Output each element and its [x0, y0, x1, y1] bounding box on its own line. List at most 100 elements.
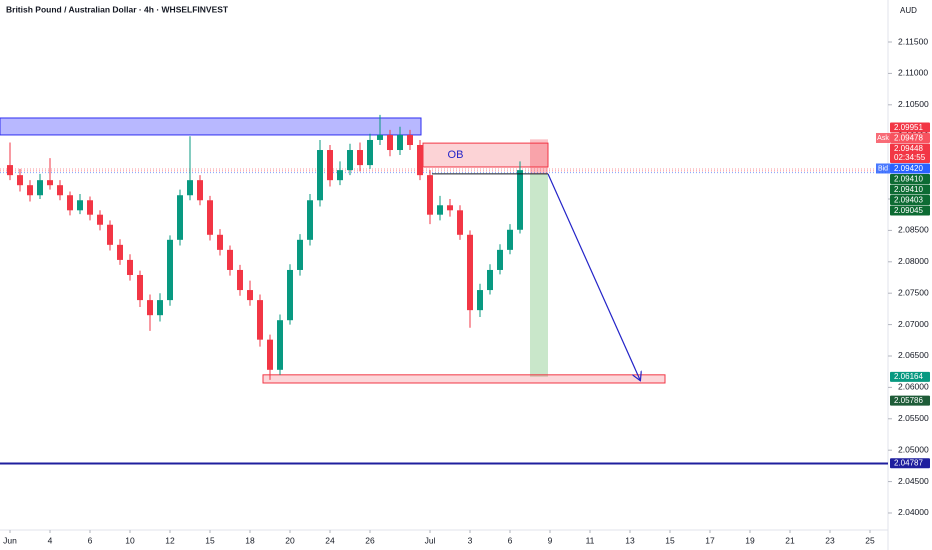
zone [422, 142, 549, 168]
candle-body [287, 269, 293, 321]
candle-body [97, 214, 103, 225]
zone [530, 139, 548, 174]
candle-body [17, 175, 23, 186]
candle-body [147, 300, 153, 316]
candle-body [227, 249, 233, 270]
price-badge [890, 143, 930, 163]
price-badge-label: 2.09478 [894, 133, 923, 142]
candle-body [57, 185, 63, 196]
candle-body [357, 150, 363, 166]
price-badge [890, 122, 930, 133]
price-badge-label: 2.09410 [894, 174, 923, 183]
price-badge-label: 2.09951 [894, 123, 923, 132]
candle-body [427, 175, 433, 215]
y-tick-label: 2.06500 [898, 350, 929, 360]
price-badge-label: 2.09045 [894, 206, 923, 215]
y-tick-label: 2.05000 [898, 444, 929, 454]
x-tick-label: 4 [48, 535, 53, 545]
candle-body [7, 165, 13, 176]
candle-body [517, 170, 523, 230]
y-tick-label: 2.04500 [898, 476, 929, 486]
candle-body [47, 180, 53, 186]
candle-body [247, 290, 253, 301]
y-tick-label: 2.05500 [898, 413, 929, 423]
x-tick-label: 10 [125, 535, 135, 545]
zone-label: OB [448, 149, 464, 161]
candle-body [127, 259, 133, 275]
drawing-line [547, 173, 640, 380]
x-tick-label: 20 [285, 535, 295, 545]
candle-body [207, 200, 213, 235]
price-badge [890, 194, 930, 205]
candle-body [497, 249, 503, 270]
candle-body [487, 269, 493, 291]
x-tick-label: 18 [245, 535, 255, 545]
candle-body [407, 134, 413, 145]
candle-body [257, 300, 263, 340]
price-badge-tag-label: Ask [877, 135, 889, 142]
x-tick-label: 9 [548, 535, 553, 545]
candle-body [67, 195, 73, 211]
x-tick-label: 19 [745, 535, 755, 545]
x-tick-label: 26 [365, 535, 375, 545]
candle-body [437, 205, 443, 215]
candle-body [317, 150, 323, 201]
y-tick-label: 2.04000 [898, 507, 929, 517]
candle-body [157, 300, 163, 316]
candle-body [457, 210, 463, 235]
y-tick-label: 2.07000 [898, 319, 929, 329]
y-tick-label: 2.11500 [898, 36, 928, 46]
price-badge [890, 173, 930, 184]
y-tick-label: 2.08000 [898, 256, 929, 266]
candle-body [167, 239, 173, 301]
x-tick-label: 11 [586, 535, 595, 545]
price-badge-tag-label: Bid [878, 166, 888, 173]
price-badge-tag [876, 163, 890, 174]
candle-body [477, 290, 483, 311]
price-badge-label: 2.05786 [894, 396, 923, 405]
currency-label: AUD [900, 6, 917, 15]
price-badge [890, 132, 930, 143]
candle-body [327, 150, 333, 181]
price-badge [890, 205, 930, 216]
price-badge-label: 2.09403 [894, 195, 923, 204]
y-tick-label: 2.08500 [898, 225, 929, 235]
price-badge-countdown: 02:34:55 [894, 153, 926, 162]
y-tick-label: 2.07500 [898, 287, 929, 297]
x-tick-label: 17 [705, 535, 715, 545]
candle-body [237, 269, 243, 291]
x-tick-label: Jun [3, 535, 17, 545]
price-badge-label: 2.09420 [894, 164, 923, 173]
chart-title: British Pound / Australian Dollar · 4h ·… [6, 4, 229, 14]
price-badge-label: 2.04787 [894, 459, 923, 468]
price-badge-label: 2.06164 [894, 372, 923, 381]
candle-body [37, 180, 43, 196]
candle-body [77, 200, 83, 211]
candle-body [307, 200, 313, 240]
candle-body [347, 150, 353, 171]
zone [530, 173, 548, 377]
x-tick-label: 3 [468, 535, 473, 545]
candle-body [177, 195, 183, 240]
price-badge-label: 2.09410 [894, 185, 923, 194]
candle-body [217, 234, 223, 250]
candle-body [27, 185, 33, 196]
candle-body [87, 200, 93, 215]
candle-body [277, 320, 283, 370]
x-tick-label: 15 [205, 535, 215, 545]
y-tick-label: 2.06000 [898, 382, 929, 392]
x-tick-label: 24 [325, 535, 335, 545]
zone [262, 374, 666, 384]
x-tick-label: 23 [825, 535, 835, 545]
zone [0, 117, 422, 136]
price-badge [890, 458, 930, 469]
candle-body [417, 144, 423, 176]
price-badge [890, 395, 930, 406]
candle-body [367, 139, 373, 166]
y-tick-label: 2.11000 [898, 68, 928, 78]
candle-body [117, 244, 123, 260]
price-badge [890, 184, 930, 195]
candle-body [397, 134, 403, 151]
price-badge [890, 371, 930, 382]
candle-body [467, 234, 473, 311]
